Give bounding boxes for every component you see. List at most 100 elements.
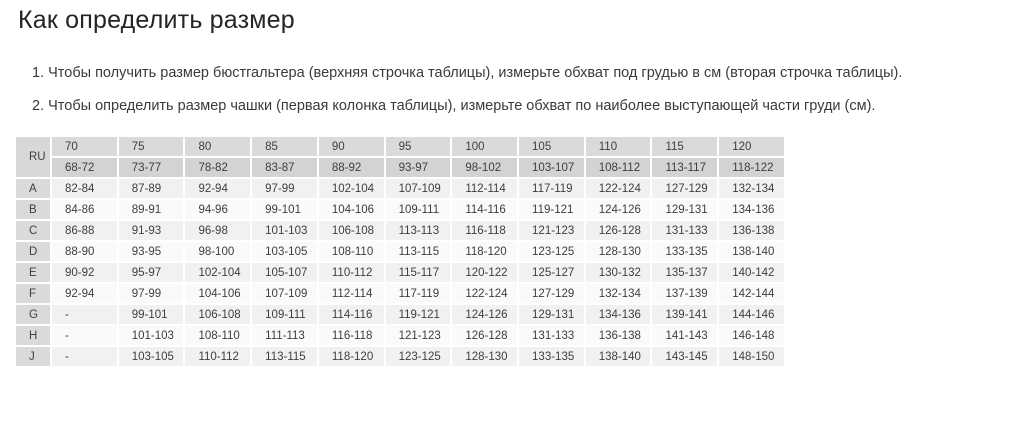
band-size-cell: 115 xyxy=(652,137,718,156)
size-guide-page: Как определить размер 1. Чтобы получить … xyxy=(0,6,1024,435)
size-range-cell: 94-96 xyxy=(185,200,251,219)
size-range-cell: 113-115 xyxy=(252,347,317,366)
table-row: G -99-101 106-108 109-111 114-116 119-121 124-… xyxy=(16,305,784,324)
size-range-cell: 131-133 xyxy=(519,326,584,345)
band-size-cell: 85 xyxy=(252,137,317,156)
size-range-cell: 93-95 xyxy=(118,242,184,261)
instruction-cup: 2. Чтобы определить размер чашки (первая… xyxy=(32,98,876,114)
size-range-cell: 110-112 xyxy=(318,263,384,282)
size-range-cell: 122-124 xyxy=(585,179,651,198)
table-row: C 86-88 91-93 96-98 101-103 106-108 113-113 116… xyxy=(16,221,784,240)
size-range-cell: 117-119 xyxy=(519,179,584,198)
size-range-cell: - xyxy=(52,326,117,345)
size-range-cell: 106-108 xyxy=(318,221,384,240)
size-range-cell: 107-109 xyxy=(385,179,451,198)
size-range-cell: 132-134 xyxy=(585,284,651,303)
table-row: A 82-84 87-89 92-94 97-99 102-104 107-109 112-1… xyxy=(16,179,784,198)
size-range-cell: 89-91 xyxy=(118,200,184,219)
size-range-cell: 99-101 xyxy=(118,305,184,324)
size-range-cell: 128-130 xyxy=(585,242,651,261)
size-range-cell: 104-106 xyxy=(185,284,251,303)
size-range-cell: 117-119 xyxy=(385,284,451,303)
size-table: RU 70 75 80 85 90 95 100 105 110 115 120 68-72 73-77 7… xyxy=(14,135,786,368)
size-range-cell: 128-130 xyxy=(452,347,518,366)
underbust-range-cell: 98-102 xyxy=(452,158,518,177)
underbust-range-cell: 88-92 xyxy=(318,158,384,177)
band-size-cell: 110 xyxy=(585,137,651,156)
size-range-cell: 146-148 xyxy=(719,326,784,345)
size-range-cell: 148-150 xyxy=(719,347,784,366)
cup-letter-cell: D xyxy=(16,242,50,261)
size-range-cell: 123-125 xyxy=(385,347,451,366)
size-range-cell: 112-114 xyxy=(318,284,384,303)
size-range-cell: 130-132 xyxy=(585,263,651,282)
band-size-cell: 120 xyxy=(719,137,784,156)
size-range-cell: 101-103 xyxy=(118,326,184,345)
size-range-cell: 136-138 xyxy=(585,326,651,345)
size-range-cell: 114-116 xyxy=(452,200,518,219)
size-range-cell: 109-111 xyxy=(385,200,451,219)
size-range-cell: 140-142 xyxy=(719,263,784,282)
size-range-cell: 121-123 xyxy=(519,221,584,240)
band-size-cell: 80 xyxy=(185,137,251,156)
size-range-cell: 112-114 xyxy=(452,179,518,198)
band-size-cell: 75 xyxy=(118,137,184,156)
size-range-cell: 91-93 xyxy=(118,221,184,240)
band-size-cell: 95 xyxy=(385,137,451,156)
size-range-cell: 135-137 xyxy=(652,263,718,282)
size-range-cell: 138-140 xyxy=(719,242,784,261)
size-range-cell: - xyxy=(52,305,117,324)
size-range-cell: 118-120 xyxy=(318,347,384,366)
size-range-cell: 133-135 xyxy=(519,347,584,366)
size-range-cell: 103-105 xyxy=(118,347,184,366)
cup-letter-cell: F xyxy=(16,284,50,303)
size-range-cell: 129-131 xyxy=(519,305,584,324)
size-range-cell: 108-110 xyxy=(185,326,251,345)
size-range-cell: 92-94 xyxy=(185,179,251,198)
table-row: E 90-92 95-97 102-104 105-107 110-112 115-117 1… xyxy=(16,263,784,282)
ru-label-cell: RU xyxy=(16,137,50,177)
size-range-cell: 121-123 xyxy=(385,326,451,345)
size-range-cell: 134-136 xyxy=(585,305,651,324)
size-range-cell: 142-144 xyxy=(719,284,784,303)
cup-letter-cell: C xyxy=(16,221,50,240)
band-size-cell: 90 xyxy=(318,137,384,156)
band-size-cell: 105 xyxy=(519,137,584,156)
size-range-cell: 124-126 xyxy=(452,305,518,324)
size-range-cell: 104-106 xyxy=(318,200,384,219)
instruction-band: 1. Чтобы получить размер бюстгальтера (в… xyxy=(32,65,903,81)
size-range-cell: 96-98 xyxy=(185,221,251,240)
size-range-cell: 120-122 xyxy=(452,263,518,282)
size-range-cell: 95-97 xyxy=(118,263,184,282)
size-range-cell: 124-126 xyxy=(585,200,651,219)
table-row: B 84-86 89-91 94-96 99-101 104-106 109-111 114-… xyxy=(16,200,784,219)
size-range-cell: 88-90 xyxy=(52,242,117,261)
size-range-cell: 136-138 xyxy=(719,221,784,240)
size-range-cell: 113-113 xyxy=(385,221,451,240)
instructions: 1. Чтобы получить размер бюстгальтера (в… xyxy=(0,65,1024,114)
size-range-cell: 119-121 xyxy=(519,200,584,219)
table-row: F 92-94 97-99 104-106 107-109 112-114 117-119 1… xyxy=(16,284,784,303)
size-range-cell: 114-116 xyxy=(318,305,384,324)
table-row: H -101-103 108-110 111-113 116-118 121-123 126… xyxy=(16,326,784,345)
underbust-range-cell: 68-72 xyxy=(52,158,117,177)
size-range-cell: 109-111 xyxy=(252,305,317,324)
size-range-cell: 97-99 xyxy=(118,284,184,303)
size-range-cell: 138-140 xyxy=(585,347,651,366)
size-range-cell: 87-89 xyxy=(118,179,184,198)
size-range-cell: 132-134 xyxy=(719,179,784,198)
size-range-cell: 82-84 xyxy=(52,179,117,198)
size-range-cell: 143-145 xyxy=(652,347,718,366)
size-range-cell: 141-143 xyxy=(652,326,718,345)
size-range-cell: 126-128 xyxy=(585,221,651,240)
table-row: D 88-90 93-95 98-100 103-105 108-110 113-115 11… xyxy=(16,242,784,261)
underbust-range-cell: 103-107 xyxy=(519,158,584,177)
size-range-cell: 90-92 xyxy=(52,263,117,282)
size-range-cell: 99-101 xyxy=(252,200,317,219)
size-range-cell: 137-139 xyxy=(652,284,718,303)
size-range-cell: 86-88 xyxy=(52,221,117,240)
size-range-cell: 108-110 xyxy=(318,242,384,261)
size-range-cell: 118-120 xyxy=(452,242,518,261)
size-range-cell: 97-99 xyxy=(252,179,317,198)
cup-letter-cell: J xyxy=(16,347,50,366)
